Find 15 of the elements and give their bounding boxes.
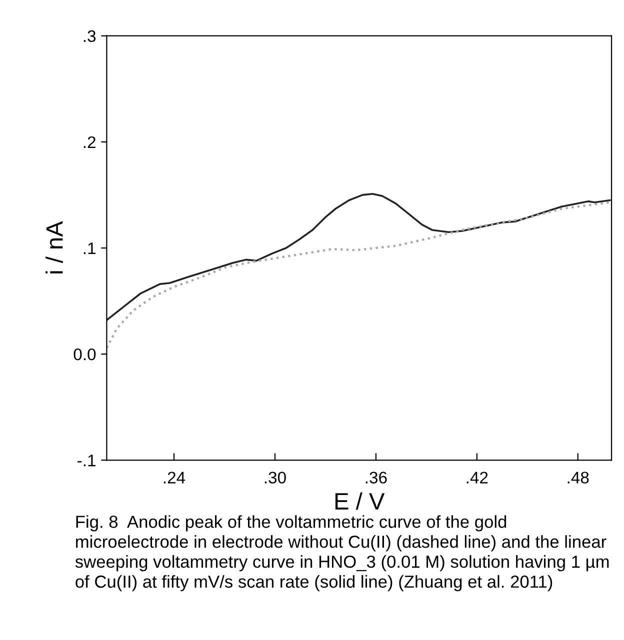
caption: Fig. 8 Anodic peak of the voltammetric curve of the gold microelectrode in electrode without Cu(II) (dashed line) and the linear sweeping voltammetry curve in HNO_3 (0.01 M) solution having 1 µm of Cu(II) at fifty mV/s scan rate (solid line) (Zhuang et al. 2011) xyxy=(75,515,609,592)
y-axis-title: i / nA xyxy=(46,221,63,274)
line-series xyxy=(106,192,611,322)
y-tick-label: -.1 xyxy=(78,454,96,466)
x-tick-label: .30 xyxy=(264,472,286,484)
y-tick-label: .1 xyxy=(84,242,96,254)
y-tick-label: 0.0 xyxy=(74,348,96,360)
y-tick-label: .2 xyxy=(84,136,96,148)
x-tick-label: .48 xyxy=(568,472,589,484)
x-axis-title: E / V xyxy=(335,492,385,510)
x-tick-label: .24 xyxy=(164,472,186,484)
x-tick-label: .42 xyxy=(466,472,488,484)
x-tick-label: .36 xyxy=(366,472,387,484)
line-series xyxy=(106,201,611,349)
y-tick-label: .3 xyxy=(84,30,96,42)
